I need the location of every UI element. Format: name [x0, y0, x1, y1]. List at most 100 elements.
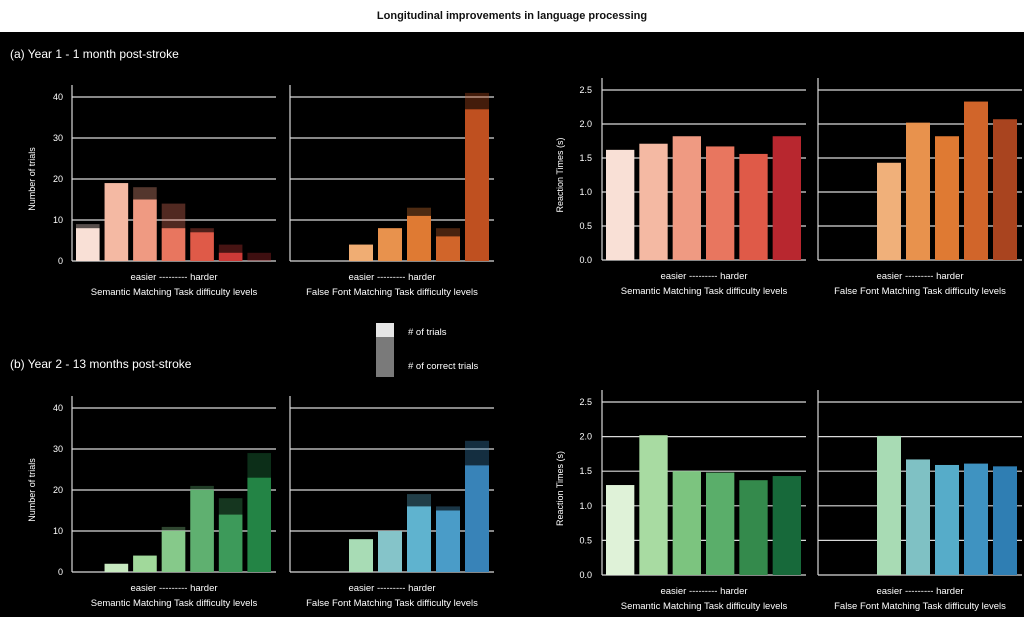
bar-correct-trials — [104, 563, 129, 572]
bar-correct-trials — [133, 199, 157, 261]
bar-correct-trials — [407, 506, 431, 572]
bar-correct-trials — [133, 555, 157, 572]
bar-correct-trials — [378, 531, 402, 572]
y-tick-label: 2.5 — [579, 85, 592, 95]
y-tick-label: 20 — [53, 174, 63, 184]
bar-correct-trials — [465, 109, 489, 261]
bar-reaction-time — [993, 119, 1017, 261]
chart-y2-semantic-rt: 0.0 0.5 1.0 1.5 2.0 2.5 Reaction Times (s) easi… — [555, 390, 806, 612]
bar-correct-trials — [218, 252, 243, 261]
y-tick-label: 0.0 — [579, 570, 592, 580]
y-tick-label: 2.0 — [579, 119, 592, 129]
bar-correct-trials — [161, 531, 186, 572]
y-tick-label: 2.5 — [579, 397, 592, 407]
x-axis-difficulty-range: easier --------- harder — [660, 271, 747, 282]
legend-label-correct: # of correct trials — [408, 361, 478, 372]
bar-reaction-time — [964, 463, 988, 575]
chart-y1-semantic-rt: 0.0 0.5 1.0 1.5 2.0 2.5 Reaction Times (s) easi… — [555, 78, 806, 297]
chart-y2-falsefont-rt: easier --------- harder False Font Matchi… — [817, 390, 1022, 612]
legend: # of trials # of correct trials — [376, 323, 478, 377]
y-tick-label: 0 — [58, 567, 63, 577]
bar-reaction-time — [672, 136, 701, 260]
x-axis-title: False Font Matching Task difficulty leve… — [834, 601, 1006, 612]
bar-reaction-time — [877, 162, 901, 260]
bar-reaction-time — [639, 435, 668, 575]
legend-swatch-correct — [376, 337, 394, 377]
x-axis-title: Semantic Matching Task difficulty levels — [621, 286, 788, 297]
bar-correct-trials — [190, 490, 214, 572]
y-tick-label: 20 — [53, 485, 63, 495]
chart-y1-falsefont-rt: easier --------- harder False Font Matchi… — [817, 78, 1022, 297]
x-axis-title: Semantic Matching Task difficulty levels — [91, 598, 258, 609]
bar-reaction-time — [935, 136, 959, 260]
figure-panel-background — [0, 32, 1024, 617]
y-tick-label: 2.0 — [579, 432, 592, 442]
chart-y2-semantic-trials: 0 10 20 30 40 Number of trials easier --------… — [27, 396, 276, 609]
y-axis-title: Number of trials — [27, 458, 37, 522]
bar-correct-trials — [161, 228, 186, 261]
figure-title-band: Longitudinal improvements in language pr… — [0, 0, 1024, 32]
x-axis-difficulty-range: easier --------- harder — [348, 272, 435, 283]
x-axis-title: False Font Matching Task difficulty leve… — [834, 286, 1006, 297]
x-axis-difficulty-range: easier --------- harder — [660, 586, 747, 597]
bar-reaction-time — [772, 476, 801, 575]
y-tick-label: 30 — [53, 444, 63, 454]
y-tick-label: 1.0 — [579, 501, 592, 511]
x-axis-title: False Font Matching Task difficulty leve… — [306, 598, 478, 609]
bar-reaction-time — [606, 149, 635, 260]
bar-reaction-time — [935, 464, 959, 575]
bar-reaction-time — [639, 143, 668, 260]
chart-y1-semantic-trials: 0 10 20 30 40 Number of trials easier --------… — [27, 85, 276, 298]
y-tick-label: 0.5 — [579, 535, 592, 545]
y-tick-label: 10 — [53, 526, 63, 536]
y-tick-label: 40 — [53, 403, 63, 413]
x-axis-difficulty-range: easier --------- harder — [130, 583, 217, 594]
bar-correct-trials — [190, 232, 214, 261]
legend-label-trials: # of trials — [408, 327, 447, 338]
bar-correct-trials — [465, 465, 489, 572]
y-tick-label: 1.5 — [579, 153, 592, 163]
y-tick-label: 10 — [53, 215, 63, 225]
bar-reaction-time — [672, 471, 701, 575]
bar-correct-trials — [378, 228, 402, 261]
bar-correct-trials — [247, 477, 271, 572]
bar-correct-trials — [76, 228, 100, 261]
bar-reaction-time — [993, 466, 1017, 575]
bar-correct-trials — [349, 244, 373, 261]
y-axis-title: Reaction Times (s) — [555, 137, 565, 212]
y-tick-label: 0.0 — [579, 255, 592, 265]
bar-correct-trials — [349, 539, 373, 572]
x-axis-difficulty-range: easier --------- harder — [348, 583, 435, 594]
y-axis-title: Number of trials — [27, 147, 37, 211]
bar-correct-trials — [436, 236, 460, 261]
panel-label-a: (a) Year 1 - 1 month post-stroke — [10, 47, 179, 61]
bar-reaction-time — [706, 472, 735, 575]
x-axis-title: Semantic Matching Task difficulty levels — [621, 601, 788, 612]
y-tick-label: 40 — [53, 92, 63, 102]
y-tick-label: 0 — [58, 256, 63, 266]
x-axis-title: False Font Matching Task difficulty leve… — [306, 287, 478, 298]
bar-reaction-time — [739, 480, 768, 575]
bar-reaction-time — [706, 146, 735, 260]
figure-title: Longitudinal improvements in language pr… — [376, 10, 648, 22]
bar-reaction-time — [964, 101, 988, 260]
y-tick-label: 0.5 — [579, 221, 592, 231]
y-tick-label: 30 — [53, 133, 63, 143]
x-axis-difficulty-range: easier --------- harder — [876, 586, 963, 597]
y-tick-label: 1.0 — [579, 187, 592, 197]
legend-swatch-trials — [376, 323, 394, 337]
x-axis-title: Semantic Matching Task difficulty levels — [91, 287, 258, 298]
bar-reaction-time — [772, 136, 801, 260]
panel-label-b: (b) Year 2 - 13 months post-stroke — [10, 357, 192, 371]
y-axis-title: Reaction Times (s) — [555, 451, 565, 526]
bar-correct-trials — [218, 514, 243, 572]
bar-reaction-time — [739, 153, 768, 260]
bar-total-trials — [247, 252, 271, 261]
charts-layer: 0 10 20 30 40 Number of trials easier --------… — [27, 78, 1022, 612]
bar-correct-trials — [436, 510, 460, 572]
x-axis-difficulty-range: easier --------- harder — [130, 272, 217, 283]
bar-reaction-time — [877, 435, 901, 575]
chart-y2-falsefont-trials: easier --------- harder False Font Matchi… — [289, 396, 494, 609]
